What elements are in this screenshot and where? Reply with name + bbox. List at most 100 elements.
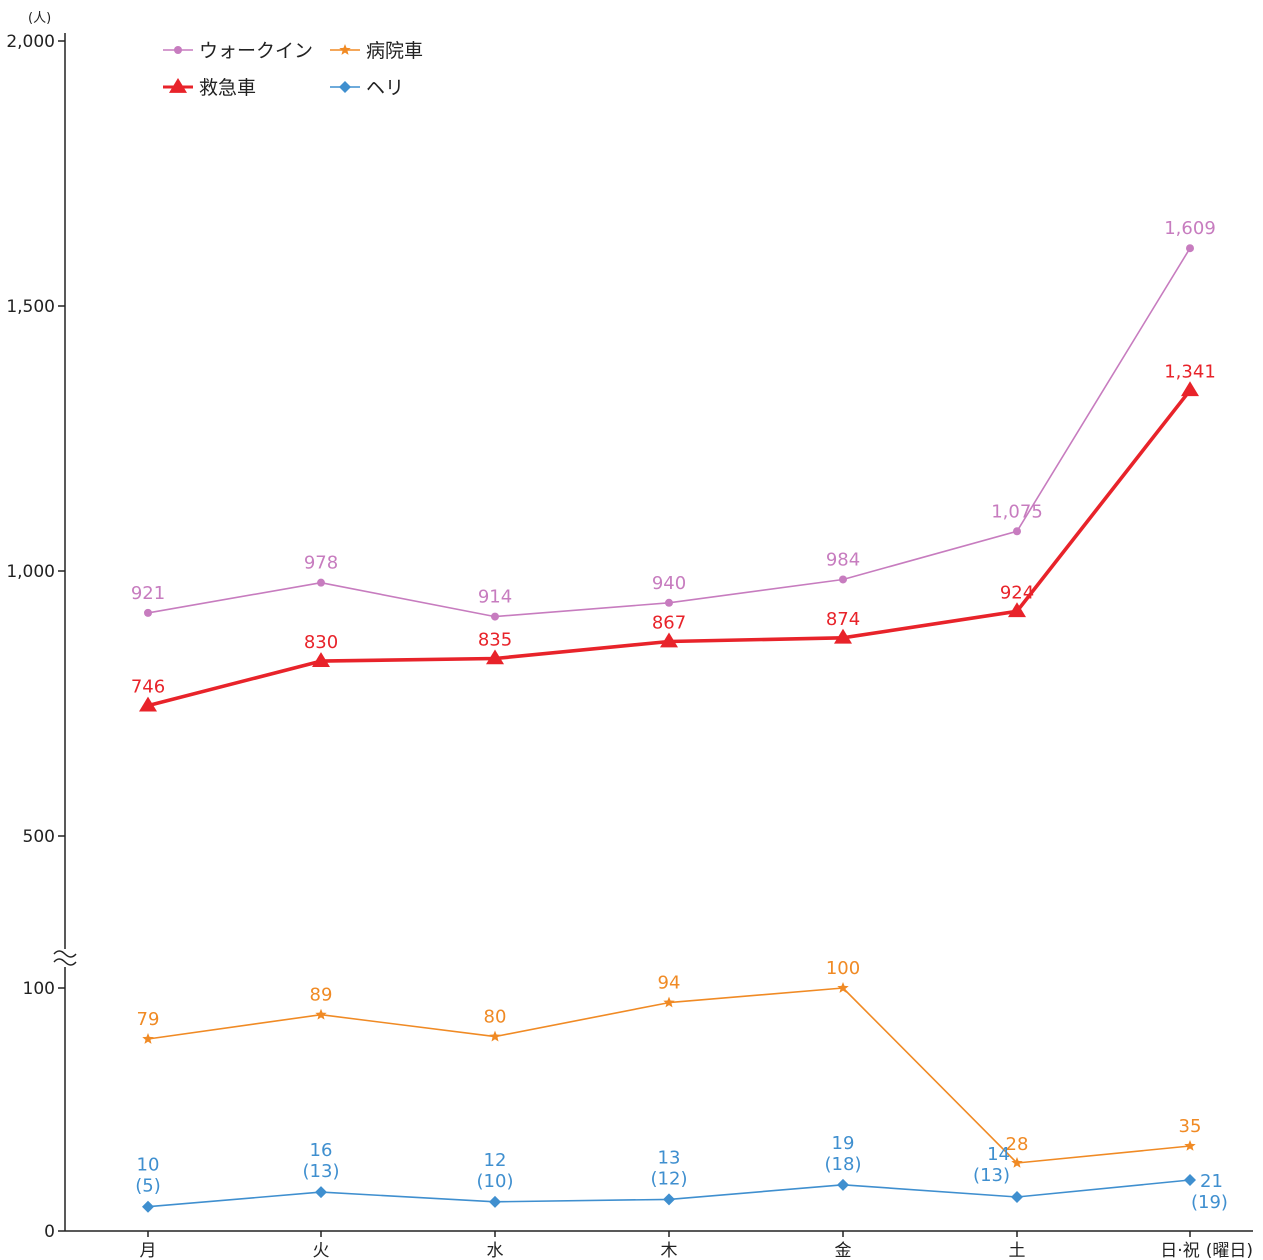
y-axis-unit-label: (人) (28, 11, 51, 26)
x-tick-label: 木 (661, 1241, 678, 1260)
legend-item: ヘリ (330, 77, 404, 99)
x-tick-label: 金 (835, 1241, 852, 1260)
x-tick-label: 日·祝 (1160, 1241, 1199, 1260)
data-label: 28 (1006, 1134, 1029, 1155)
data-label: 19 (832, 1133, 855, 1154)
data-label: 978 (304, 553, 338, 574)
x-tick-label: 月 (140, 1241, 157, 1260)
x-tick-label: 水 (487, 1241, 504, 1260)
data-point (1011, 1156, 1023, 1168)
data-label: 835 (478, 629, 512, 650)
legend-label: 救急車 (199, 77, 256, 99)
legend-label: 病院車 (366, 40, 423, 62)
data-label: 14 (987, 1144, 1010, 1165)
data-point (489, 1030, 501, 1042)
data-sub-label: (10) (477, 1171, 514, 1192)
y-tick-label: 2,000 (6, 32, 55, 52)
y-tick-label: 1,000 (6, 562, 55, 582)
data-point (1008, 602, 1026, 618)
series-3: 10(5)16(13)12(10)13(12)19(18) 14(13) 21(19… (135, 1133, 1228, 1213)
data-point (837, 1178, 849, 1191)
data-point (837, 982, 849, 993)
data-point (1011, 1190, 1023, 1203)
data-label: 16 (310, 1140, 333, 1161)
data-point (142, 1200, 154, 1213)
data-label: 89 (310, 985, 333, 1006)
legend-item: 病院車 (330, 40, 423, 62)
data-point (315, 1008, 327, 1020)
x-tick-label: 火 (313, 1241, 330, 1260)
data-label: 867 (652, 612, 686, 633)
data-point (315, 1186, 327, 1199)
x-axis-unit-label: (曜日) (1206, 1241, 1253, 1260)
data-point (491, 612, 499, 621)
axes: (人) 500 1,000 1,500 2,000 0 100 月 火 水 木 金 土 日·祝 (曜日) (6, 11, 1253, 1260)
y-tick-label: 500 (23, 827, 55, 847)
series-2: 79 89 80 94 100 28 35 (137, 958, 1202, 1168)
data-point (144, 608, 152, 617)
data-point (663, 996, 675, 1008)
legend-item: 救急車 (163, 77, 256, 99)
data-point (489, 1195, 501, 1208)
x-tick-label: 土 (1009, 1241, 1026, 1260)
data-label: 830 (304, 632, 338, 653)
data-label: 1,609 (1164, 218, 1216, 239)
data-sub-label: (13) (973, 1165, 1010, 1186)
axis-break-mark (53, 958, 77, 966)
data-label: 921 (131, 583, 165, 604)
data-point (339, 44, 351, 55)
series-1: 746 830 835 867 874 924 1,341 (131, 361, 1216, 712)
axis-break-mark (53, 950, 77, 958)
y-tick-label: 100 (23, 979, 55, 999)
data-label: 874 (826, 609, 860, 630)
data-point (839, 575, 847, 584)
series-line (147, 987, 1191, 1164)
data-point (142, 1033, 154, 1044)
data-sub-label: (12) (651, 1168, 688, 1189)
data-point (1013, 527, 1021, 536)
data-label: 80 (484, 1007, 507, 1028)
data-point (317, 578, 325, 587)
data-point (339, 81, 351, 93)
series-line (147, 389, 1192, 708)
data-point (665, 598, 673, 607)
data-point (660, 632, 678, 648)
legend-item: ウォークイン (163, 40, 313, 62)
data-sub-label: (19) (1191, 1192, 1228, 1213)
data-point (1186, 244, 1194, 253)
legend-label: ウォークイン (199, 40, 313, 62)
legend-label: ヘリ (366, 77, 404, 99)
series-0: 921 978 914 940 984 1,075 1,609 (131, 218, 1216, 621)
data-label: 35 (1179, 1116, 1202, 1137)
data-point (174, 46, 182, 54)
data-label: 13 (658, 1147, 681, 1168)
data-sub-label: (18) (825, 1154, 862, 1175)
data-sub-label: (5) (135, 1176, 161, 1197)
data-point (834, 628, 852, 644)
data-point (1184, 1139, 1196, 1151)
data-point (486, 649, 504, 665)
data-label: 940 (652, 573, 686, 594)
data-label: 79 (137, 1009, 160, 1030)
data-label: 914 (478, 587, 512, 608)
data-label: 12 (484, 1150, 507, 1171)
data-label: 94 (658, 973, 681, 994)
data-sub-label: (13) (303, 1161, 340, 1182)
data-point (139, 696, 157, 712)
data-label: 746 (131, 677, 165, 698)
data-label: 1,075 (991, 501, 1043, 522)
data-label: 21 (1200, 1171, 1223, 1192)
data-point (663, 1193, 675, 1206)
data-label: 100 (826, 958, 860, 979)
data-point (1181, 381, 1199, 397)
y-tick-label: 0 (44, 1222, 55, 1242)
data-point (312, 652, 330, 667)
data-point (1184, 1173, 1196, 1186)
series-group: 921 978 914 940 984 1,075 1,609 746 830 835 867 874… (131, 218, 1228, 1213)
data-label: 924 (1000, 582, 1034, 603)
data-point (169, 78, 187, 93)
data-label: 10 (137, 1155, 160, 1176)
y-tick-label: 1,500 (6, 297, 55, 317)
